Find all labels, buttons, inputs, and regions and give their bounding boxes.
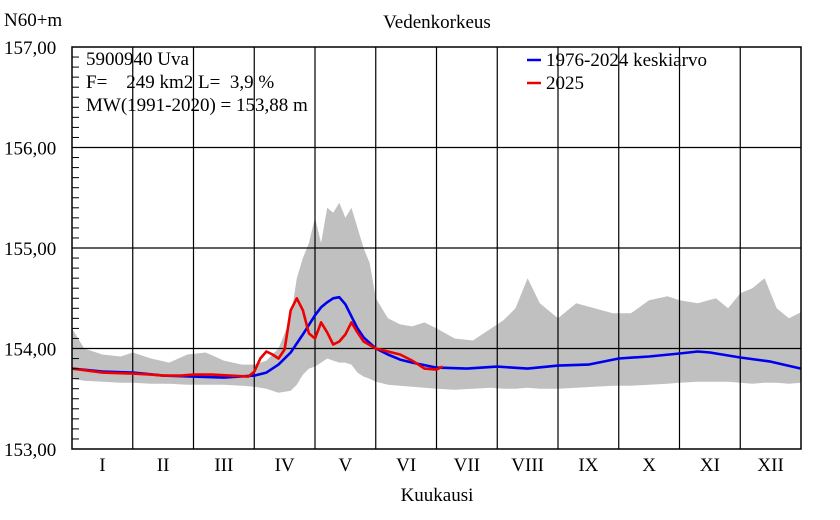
x-tick-label: II: [157, 455, 170, 476]
chart-title: Vedenkorkeus: [383, 12, 491, 33]
y-axis-unit-label: N60+m: [4, 10, 62, 31]
plot-frame: [71, 46, 802, 450]
series-line: [71, 296, 444, 378]
series-line: [71, 295, 802, 379]
info-area: F= 249 km2 L= 3,9 %: [86, 72, 274, 93]
x-tick-label: V: [339, 455, 353, 476]
x-tick-label: X: [642, 455, 656, 476]
grid: [72, 47, 801, 449]
x-tick-label: XII: [757, 455, 783, 476]
series-lines: [71, 295, 802, 379]
y-tick-label: 157,00: [4, 38, 56, 59]
legend-label-2025: 2025: [546, 73, 584, 94]
legend-label-mean: 1976-2024 keskiarvo: [546, 50, 707, 71]
y-tick-label: 154,00: [4, 340, 56, 361]
y-tick-label: 155,00: [4, 239, 56, 260]
x-tick-label: IV: [275, 455, 295, 476]
info-station: 5900940 Uva: [86, 49, 189, 70]
x-tick-label: I: [99, 455, 105, 476]
x-tick-label: IX: [578, 455, 598, 476]
x-tick-label: VIII: [511, 455, 544, 476]
x-axis-label: Kuukausi: [401, 485, 474, 506]
y-tick-label: 153,00: [4, 440, 56, 461]
x-tick-label: XI: [700, 455, 720, 476]
info-box: 5900940 Uva F= 249 km2 L= 3,9 % MW(1991-…: [86, 49, 308, 116]
info-mean-water: MW(1991-2020) = 153,88 m: [86, 95, 308, 116]
x-tick-label: III: [214, 455, 233, 476]
legend: 1976-2024 keskiarvo 2025: [527, 50, 707, 94]
y-tick-label: 156,00: [4, 139, 56, 160]
x-tick-label: VII: [454, 455, 480, 476]
x-tick-label: VI: [396, 455, 416, 476]
